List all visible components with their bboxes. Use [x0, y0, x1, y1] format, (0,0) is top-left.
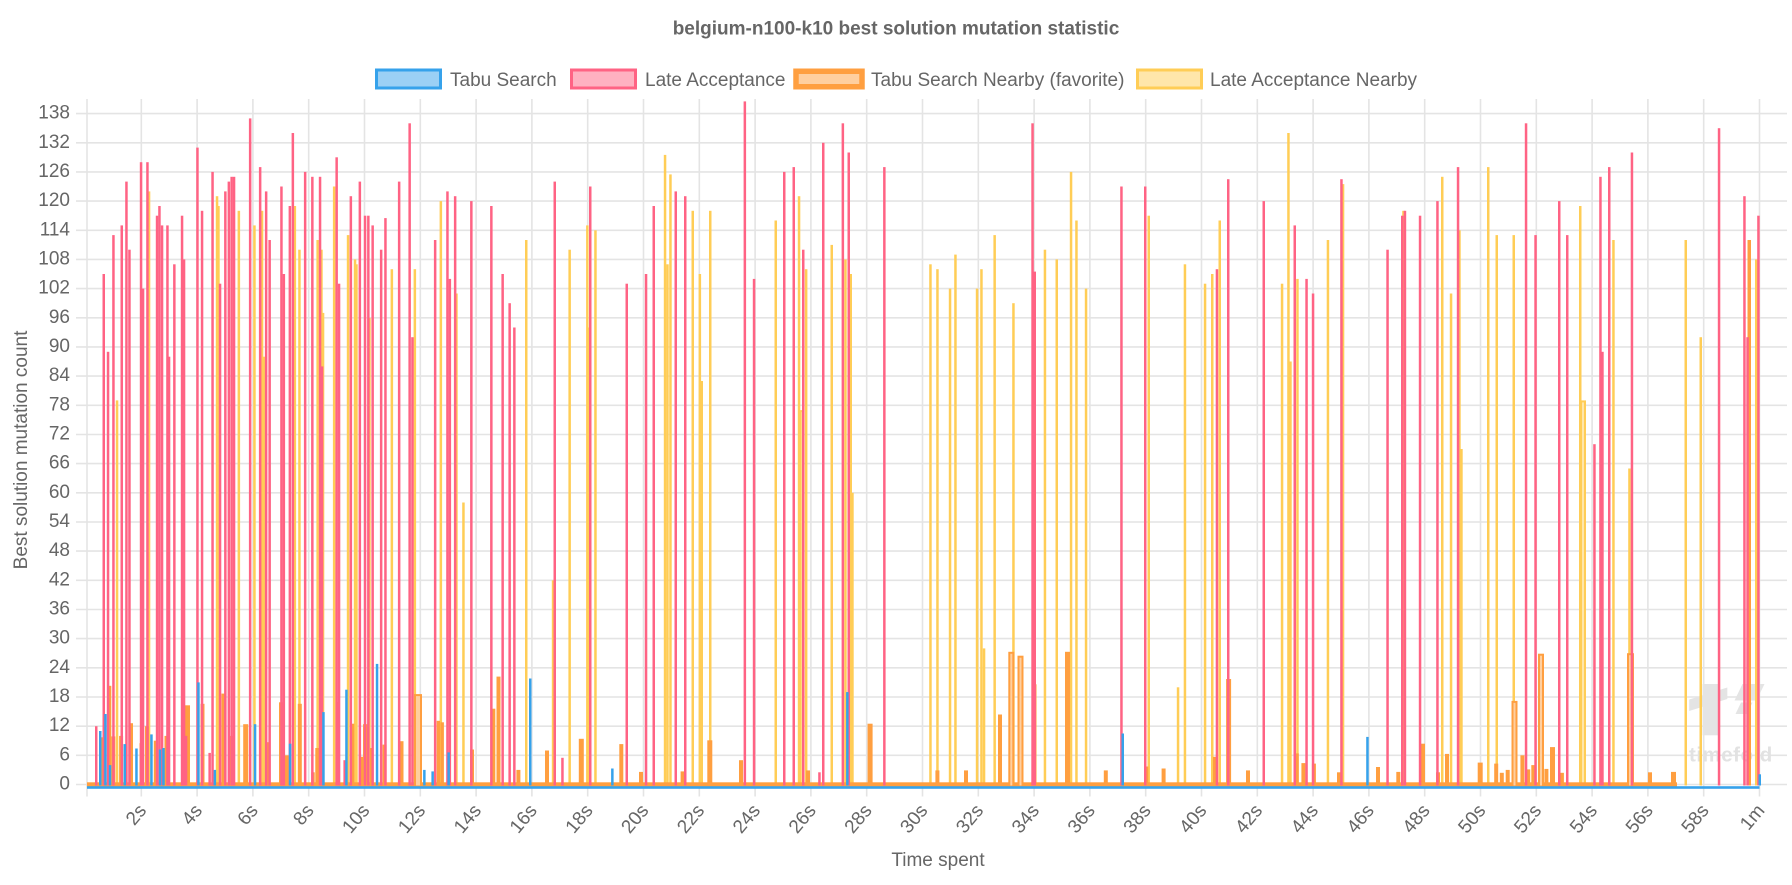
svg-text:114: 114	[40, 219, 71, 240]
svg-text:126: 126	[38, 161, 70, 182]
svg-text:120: 120	[38, 190, 70, 211]
svg-text:Best solution mutation count: Best solution mutation count	[11, 330, 32, 569]
svg-text:Tabu Search: Tabu Search	[450, 70, 557, 91]
svg-text:30: 30	[49, 628, 70, 649]
svg-text:0: 0	[59, 774, 70, 795]
svg-text:12: 12	[49, 715, 70, 736]
svg-text:84: 84	[49, 365, 71, 386]
svg-text:72: 72	[49, 424, 70, 445]
svg-text:Late Acceptance Nearby: Late Acceptance Nearby	[1210, 70, 1418, 91]
svg-text:timefold: timefold	[1689, 744, 1773, 767]
svg-text:belgium-n100-k10 best solution: belgium-n100-k10 best solution mutation …	[673, 19, 1120, 40]
svg-text:18: 18	[49, 686, 70, 707]
svg-text:102: 102	[38, 278, 70, 299]
svg-text:6: 6	[59, 744, 70, 765]
svg-text:96: 96	[49, 307, 70, 328]
svg-text:108: 108	[38, 248, 70, 269]
svg-text:Tabu Search Nearby (favorite): Tabu Search Nearby (favorite)	[871, 70, 1124, 91]
svg-text:90: 90	[49, 336, 70, 357]
svg-text:42: 42	[49, 569, 70, 590]
svg-text:Late Acceptance: Late Acceptance	[645, 70, 786, 91]
svg-text:Time spent: Time spent	[891, 850, 985, 871]
svg-text:60: 60	[49, 482, 70, 503]
svg-text:54: 54	[49, 511, 71, 532]
svg-text:48: 48	[49, 540, 70, 561]
svg-text:132: 132	[38, 132, 70, 153]
svg-text:66: 66	[49, 453, 70, 474]
svg-text:36: 36	[49, 599, 70, 620]
svg-text:138: 138	[38, 103, 70, 124]
svg-text:78: 78	[49, 394, 70, 415]
svg-text:24: 24	[49, 657, 71, 678]
